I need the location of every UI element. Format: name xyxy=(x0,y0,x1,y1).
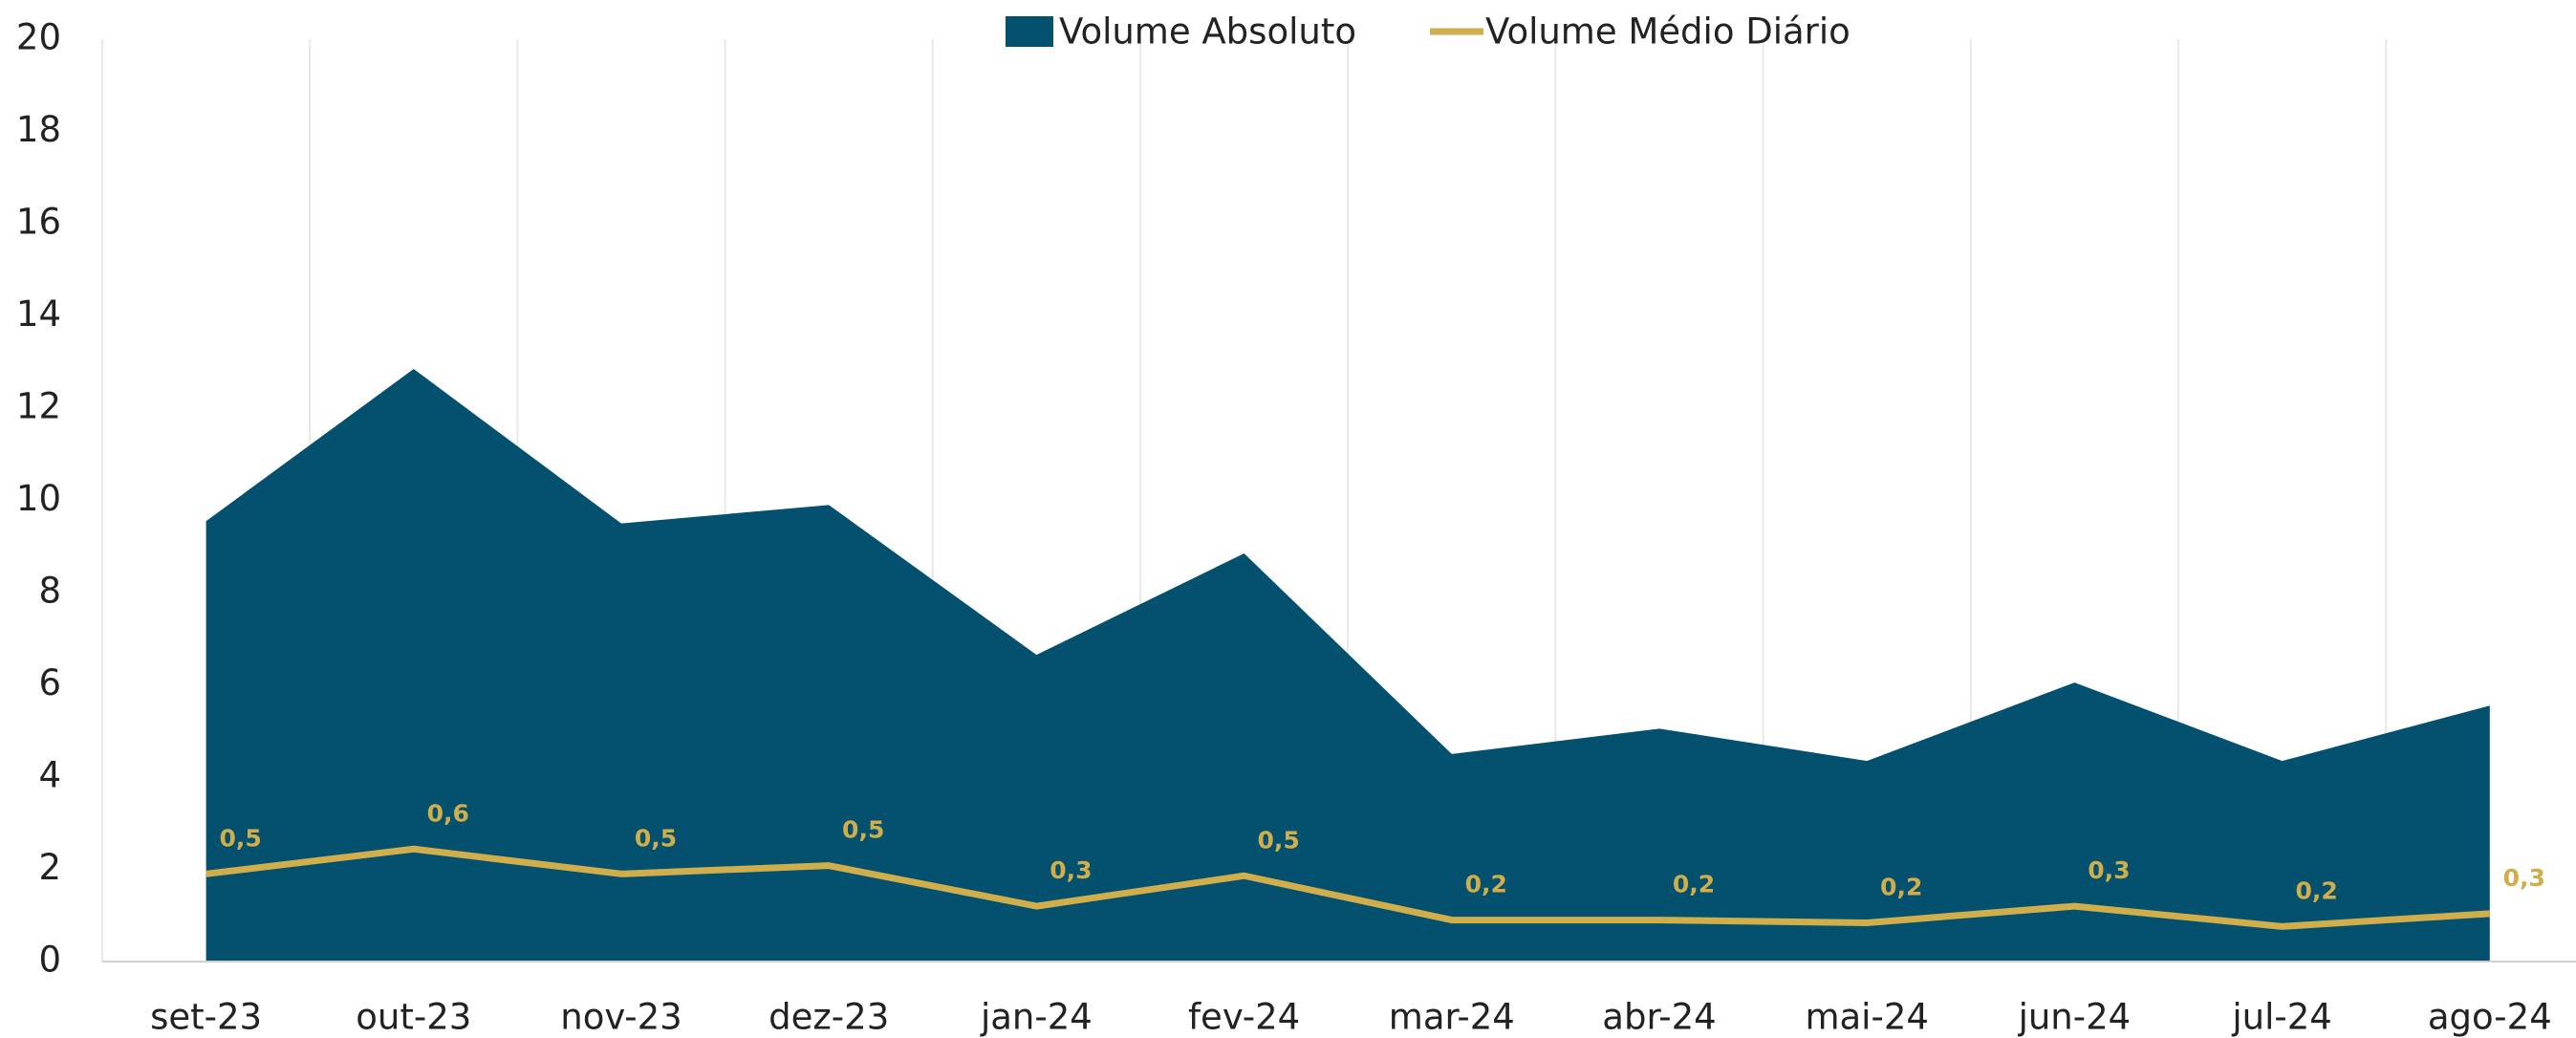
x-tick-label: jul-24 xyxy=(2231,997,2331,1038)
y-tick-label: 12 xyxy=(16,386,61,427)
y-tick-label: 10 xyxy=(16,478,61,519)
data-label: 0,3 xyxy=(2503,864,2545,892)
data-label: 0,2 xyxy=(2295,876,2337,904)
y-tick-label: 8 xyxy=(38,571,61,612)
x-tick-label: mai-24 xyxy=(1805,997,1928,1038)
line xyxy=(206,845,2491,930)
x-tick-label: set-23 xyxy=(150,997,262,1038)
data-label: 0,2 xyxy=(1880,873,1922,900)
y-tick-label: 6 xyxy=(38,662,61,703)
x-tick-label: abr-24 xyxy=(1602,997,1716,1038)
legend-label: Volume Médio Diário xyxy=(1485,11,1851,53)
data-label: 0,5 xyxy=(635,824,677,852)
x-tick-label: jun-24 xyxy=(2018,997,2132,1038)
x-tick-label: jan-24 xyxy=(980,997,1093,1038)
data-label: 0,3 xyxy=(1050,856,1092,884)
x-tick-label: mar-24 xyxy=(1389,997,1515,1038)
y-tick-label: 14 xyxy=(16,293,61,335)
data-label: 0,2 xyxy=(1673,871,1715,898)
x-tick-label: out-23 xyxy=(356,997,471,1038)
y-tick-label: 20 xyxy=(16,17,61,58)
x-tick-label: ago-24 xyxy=(2428,997,2552,1038)
x-tick-label: fev-24 xyxy=(1188,997,1300,1038)
y-tick-label: 16 xyxy=(16,202,61,243)
y-tick-label: 2 xyxy=(38,847,61,888)
data-label: 0,6 xyxy=(427,799,469,827)
data-label: 0,3 xyxy=(2088,856,2130,884)
legend-label: Volume Absoluto xyxy=(1059,11,1356,53)
area xyxy=(206,368,2490,962)
y-tick-label: 18 xyxy=(16,109,61,150)
data-label: 0,5 xyxy=(842,816,884,844)
x-tick-label: nov-23 xyxy=(560,997,682,1038)
data-label: 0,5 xyxy=(219,824,261,852)
data-label: 0,5 xyxy=(1257,826,1299,854)
y-tick-label: 0 xyxy=(38,940,61,981)
data-label: 0,2 xyxy=(1465,871,1507,898)
legend-swatch xyxy=(1006,16,1053,47)
y-tick-label: 4 xyxy=(38,755,61,796)
x-tick-label: dez-23 xyxy=(768,997,889,1038)
